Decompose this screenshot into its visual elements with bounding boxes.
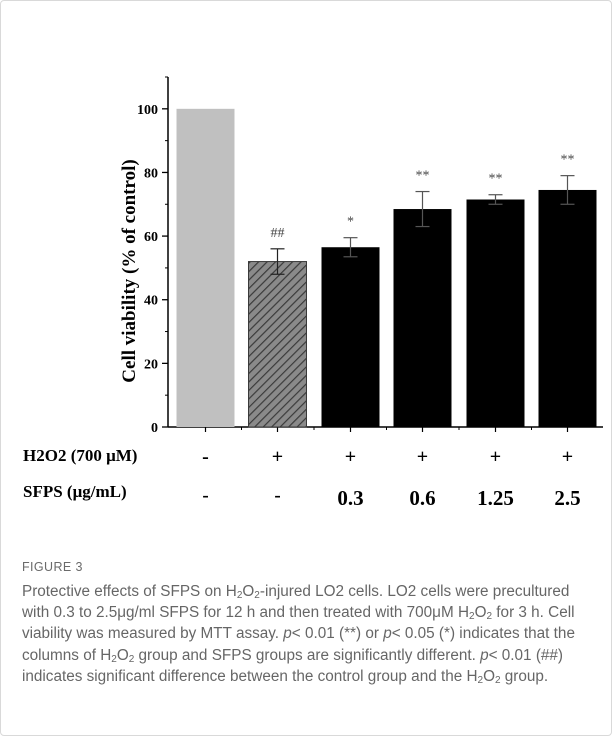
- y-tick-label-4: 80: [144, 166, 158, 181]
- y-tick-label-2: 40: [144, 294, 158, 309]
- bar-3: [393, 209, 452, 427]
- table-cell-0-2: +: [345, 446, 356, 468]
- table-cell-0-5: +: [562, 446, 573, 468]
- table-cell-0-1: +: [272, 446, 283, 468]
- bar-chart: 0 20 40 60 80 100 Cell viability (% of control…: [23, 76, 603, 510]
- table-cell-1-1: -: [274, 485, 280, 506]
- bars: ##*** ****: [176, 108, 597, 428]
- y-tick-label-3: 60: [144, 230, 158, 245]
- y-tick-label-1: 20: [144, 357, 158, 372]
- table-cell-0-0: -: [202, 446, 209, 468]
- figure-label: FIGURE 3: [22, 560, 83, 574]
- significance-label-1: ##: [271, 226, 285, 241]
- table-cell-1-3: 0.6: [409, 486, 435, 510]
- table-row-label-0: H2O2 (700 μM): [23, 446, 137, 465]
- treatment-table: H2O2 (700 μM) - + + + + + SFPS (μg/mL) - - 0.3 0.6 1…: [23, 446, 581, 510]
- table-cell-1-4: 1.25: [477, 486, 514, 510]
- bar-5: [538, 189, 597, 427]
- significance-label-2: *: [347, 215, 354, 230]
- bar-0: [176, 108, 235, 428]
- table-cell-1-2: 0.3: [337, 486, 363, 510]
- significance-label-4: **: [489, 172, 503, 187]
- figure-caption: Protective effects of SFPS on H2O2-injur…: [22, 583, 575, 686]
- y-axis-label: Cell viability (% of control): [119, 159, 140, 382]
- table-cell-0-4: +: [490, 446, 501, 468]
- significance-label-5: **: [561, 153, 575, 168]
- bar-1: [248, 261, 307, 428]
- table-cell-0-3: +: [417, 446, 428, 468]
- bar-2: [321, 247, 380, 427]
- table-cell-1-0: -: [202, 485, 208, 506]
- significance-label-3: **: [416, 169, 430, 184]
- y-tick-label-5: 100: [137, 103, 158, 118]
- table-cell-1-5: 2.5: [554, 486, 580, 510]
- bar-4: [466, 199, 525, 427]
- table-row-label-1: SFPS (μg/mL): [23, 482, 127, 501]
- y-tick-label-0: 0: [151, 421, 158, 436]
- axes: 0 20 40 60 80 100 Cell viability (% of control…: [119, 76, 603, 436]
